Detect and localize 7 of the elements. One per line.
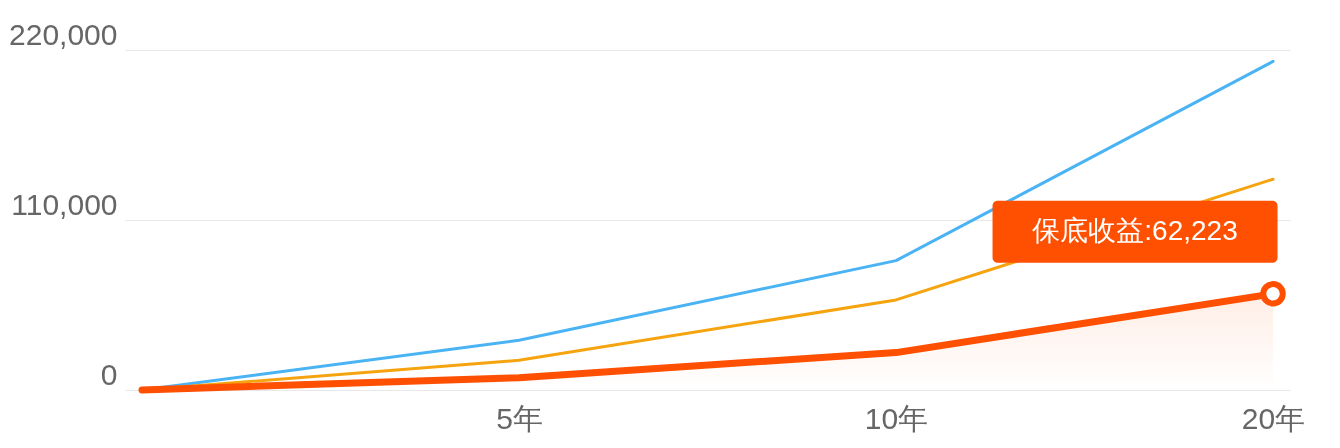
x-tick-label: 5年 bbox=[496, 401, 543, 435]
annotation: 保底收益:62,223 bbox=[1032, 214, 1238, 246]
y-tick-label: 0 bbox=[100, 357, 118, 391]
y-tick-label: 220,000 bbox=[9, 17, 118, 51]
y-tick-label: 110,000 bbox=[11, 187, 118, 221]
x-tick-label: 20年 bbox=[1241, 401, 1306, 435]
x-tick-label: 10年 bbox=[864, 401, 929, 435]
